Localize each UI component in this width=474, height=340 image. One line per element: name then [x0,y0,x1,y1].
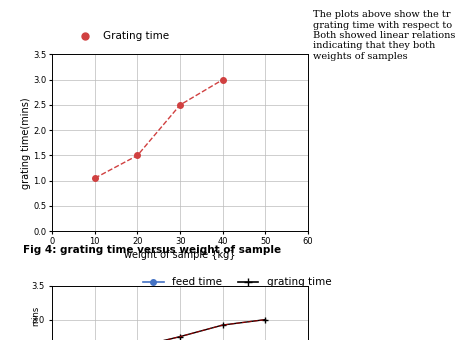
Legend: Grating time: Grating time [70,27,174,46]
Text: Fig 4: grating time versus weight of sample: Fig 4: grating time versus weight of sam… [23,245,281,255]
Text: The plots above show the tr
grating time with respect to
Both showed linear rela: The plots above show the tr grating time… [313,10,455,61]
Legend: feed time, grating time: feed time, grating time [138,273,336,291]
Y-axis label: grating time(mins): grating time(mins) [20,97,30,189]
X-axis label: weight of sample {kg}: weight of sample {kg} [124,250,236,260]
Text: mins: mins [31,306,40,326]
